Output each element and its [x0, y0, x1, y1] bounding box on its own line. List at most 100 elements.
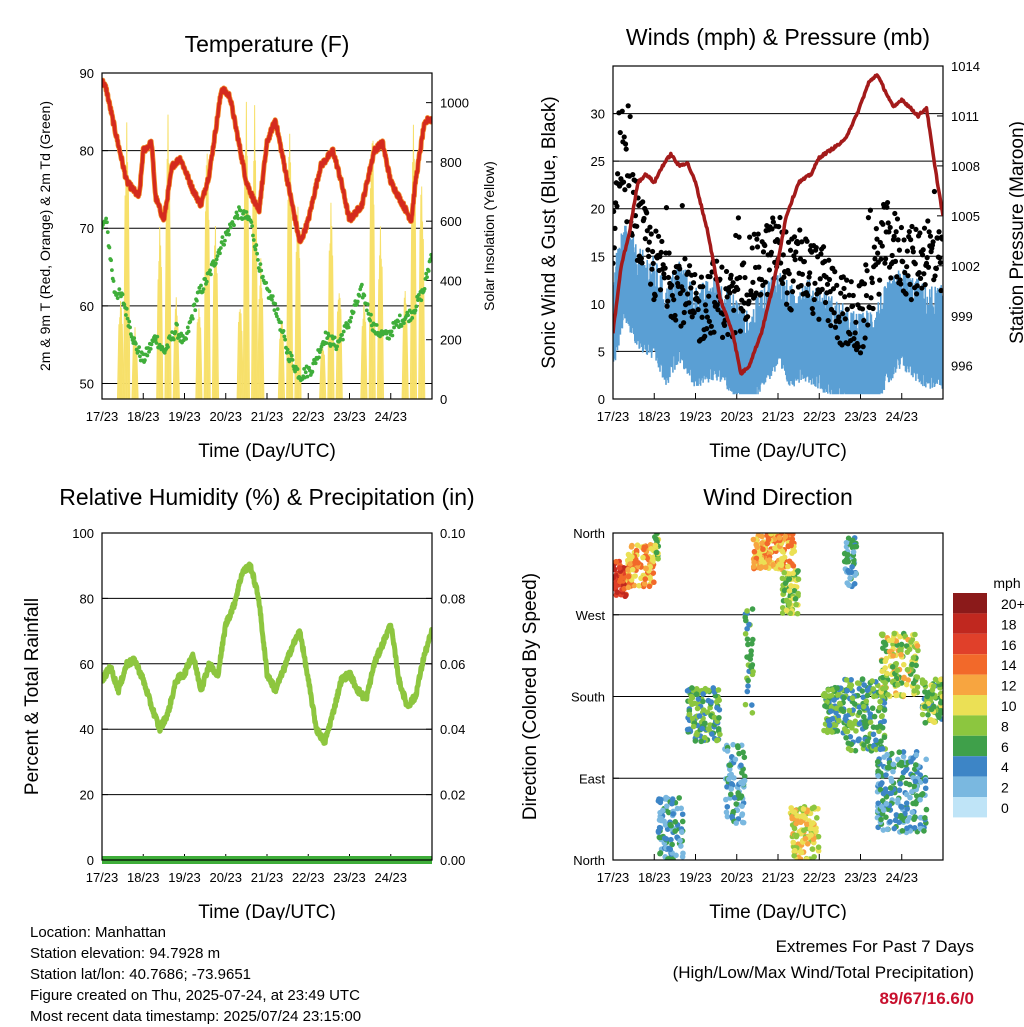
gust-point [750, 279, 756, 285]
gust-point [657, 254, 663, 260]
speed-legend: mph 20+ 18 16 14 12 10 8 6 4 2 0 [953, 575, 1024, 818]
direction-point [679, 818, 686, 825]
direction-point [890, 653, 896, 659]
dewpoint-point [272, 308, 277, 313]
x-tick-label: 21/23 [251, 870, 284, 885]
direction-point [663, 803, 670, 809]
direction-point [736, 750, 742, 757]
gust-point [914, 283, 920, 289]
solar-spike [166, 162, 171, 399]
y2-tick-label: 1011 [951, 109, 979, 124]
dewpoint-point [374, 323, 379, 327]
plot-frame [612, 65, 944, 400]
y-tick-label: 60 [80, 657, 94, 672]
direction-point [715, 726, 722, 732]
y2-tick-label: 0.04 [440, 722, 465, 737]
dewpoint-point [267, 289, 272, 294]
x-tick-label: 23/23 [844, 409, 877, 424]
gust-point [810, 310, 816, 317]
direction-point [672, 819, 679, 825]
direction-point [665, 856, 671, 860]
dewpoint-point [422, 286, 427, 291]
dewpoint-point [190, 316, 195, 321]
direction-point [881, 707, 888, 713]
gust-point [665, 274, 672, 281]
gust-point [754, 244, 761, 250]
x-tick-label: 17/23 [597, 870, 630, 885]
solar-spike [260, 298, 265, 399]
direction-point [781, 587, 788, 594]
gust-point [853, 319, 859, 325]
gust-point [809, 249, 815, 255]
gust-point [691, 310, 697, 316]
gust-point [844, 306, 850, 312]
direction-point [793, 820, 799, 827]
dewpoint-point [192, 302, 197, 307]
gust-point [914, 291, 920, 297]
gust-point [917, 230, 923, 236]
dewpoint-point [288, 350, 292, 355]
direction-point [723, 796, 729, 803]
direction-point [895, 681, 901, 688]
plot-frame [612, 532, 944, 861]
y2-tick-label: 1005 [951, 209, 980, 224]
y2-tick-label: 0.08 [440, 591, 465, 606]
direction-point [783, 607, 790, 614]
dewpoint-point [136, 349, 141, 354]
direction-point [731, 775, 737, 781]
dewpoint-point [208, 268, 212, 273]
direction-point [910, 654, 917, 661]
gust-point [737, 274, 743, 281]
direction-point [898, 641, 905, 648]
gust-point [762, 242, 768, 249]
gust-point [855, 344, 862, 350]
direction-point [759, 540, 765, 546]
dewpoint-point [355, 299, 360, 304]
dewpoint-point [105, 230, 110, 235]
gust-point [903, 291, 909, 297]
gust-point [937, 255, 943, 261]
gust-point [798, 283, 804, 289]
gust-point [844, 277, 850, 283]
x-tick-label: 17/23 [86, 870, 119, 885]
direction-point [884, 670, 890, 677]
direction-point [875, 773, 882, 779]
dewpoint-point [235, 213, 240, 218]
dewpoint-point [209, 272, 213, 277]
gust-point [650, 260, 656, 267]
gust-point [745, 314, 751, 320]
legend-label: 2 [1001, 780, 1009, 796]
direction-point [629, 566, 636, 573]
sonic-wind-series [613, 225, 943, 395]
gust-point [630, 172, 636, 178]
gust-point [826, 276, 833, 283]
gust-point [714, 258, 720, 264]
weather-charts: Temperature (F)5060708090020040060080010… [22, 24, 1024, 920]
direction-point [738, 762, 744, 769]
direction-point [694, 732, 700, 738]
direction-point [922, 689, 928, 695]
gust-point [841, 285, 847, 292]
gust-point [927, 233, 934, 239]
direction-point [841, 726, 848, 732]
gust-point [702, 333, 708, 339]
dewpoint-point [226, 228, 231, 233]
direction-point [849, 564, 855, 570]
direction-point [922, 703, 928, 710]
gust-point [836, 314, 842, 320]
direction-point [899, 828, 906, 834]
gust-point [936, 229, 942, 235]
direction-point [744, 636, 751, 643]
direction-point [876, 704, 883, 711]
direction-point [614, 589, 620, 596]
direction-point [890, 761, 897, 768]
gust-point [647, 224, 653, 230]
y2-tick-label: 1014 [951, 59, 980, 74]
gust-point [674, 275, 680, 281]
direction-point [658, 815, 664, 822]
gust-point [816, 316, 822, 322]
gust-point [874, 236, 880, 242]
gust-point [642, 236, 648, 242]
direction-point [909, 788, 915, 795]
gust-point [641, 215, 647, 222]
